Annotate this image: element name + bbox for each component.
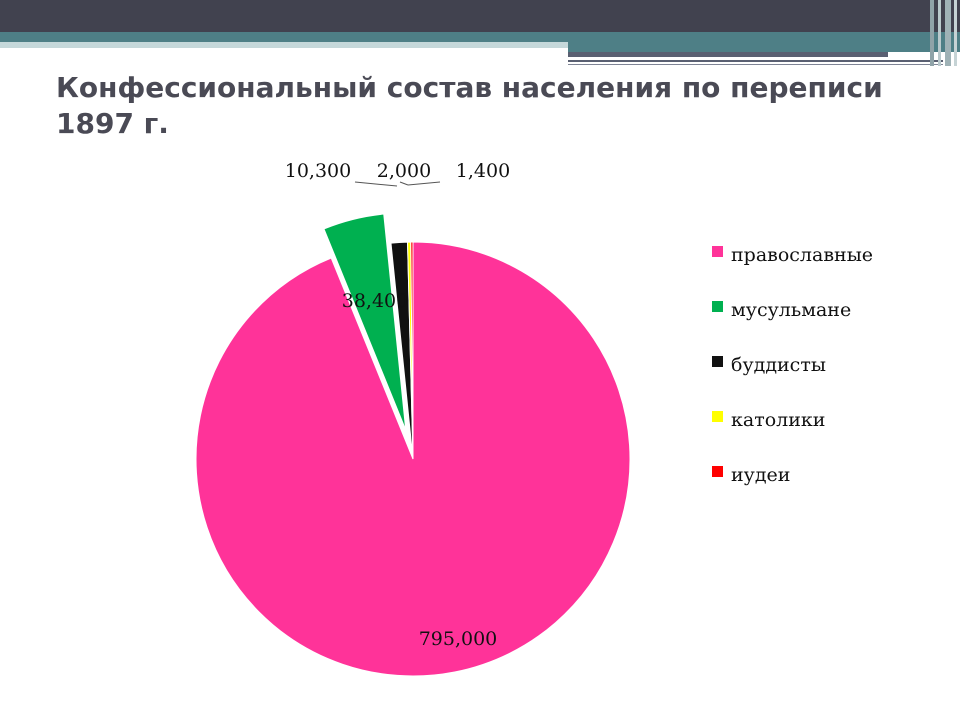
legend-swatch (712, 466, 723, 477)
header-band-dark (0, 0, 960, 32)
data-label: 2,000 (377, 160, 431, 182)
legend-label: православные (731, 244, 873, 266)
legend-swatch (712, 411, 723, 422)
legend-label: мусульмане (731, 299, 851, 321)
leader-line (354, 181, 398, 187)
header-rule (568, 52, 888, 57)
header-rule (568, 60, 943, 62)
data-label: 38,400 (342, 290, 408, 312)
pie-slice-5 (410, 241, 414, 460)
corner-stripe (945, 0, 951, 66)
legend-label: иудеи (731, 464, 790, 486)
legend-swatch (712, 301, 723, 312)
legend-swatch (712, 356, 723, 367)
slide-title: Конфессиональный состав населения по пер… (56, 71, 883, 140)
data-label: 795,000 (419, 628, 498, 650)
corner-stripe (938, 0, 941, 66)
header-band-light (0, 42, 568, 48)
header-rule (568, 64, 943, 65)
header-band-step (568, 42, 960, 52)
corner-stripe (930, 0, 934, 66)
header-band-teal (0, 32, 960, 42)
data-label: 1,400 (456, 160, 510, 182)
data-label: 10,300 (285, 160, 351, 182)
legend-label: буддисты (731, 354, 826, 376)
leader-line (407, 181, 441, 186)
pie-slice-2 (323, 213, 407, 431)
legend-swatch (712, 246, 723, 257)
corner-stripe (954, 0, 957, 66)
leader-line (399, 181, 409, 186)
chart-legend: православные мусульмане буддисты католики иу… (712, 244, 873, 486)
legend-label: католики (731, 409, 825, 431)
